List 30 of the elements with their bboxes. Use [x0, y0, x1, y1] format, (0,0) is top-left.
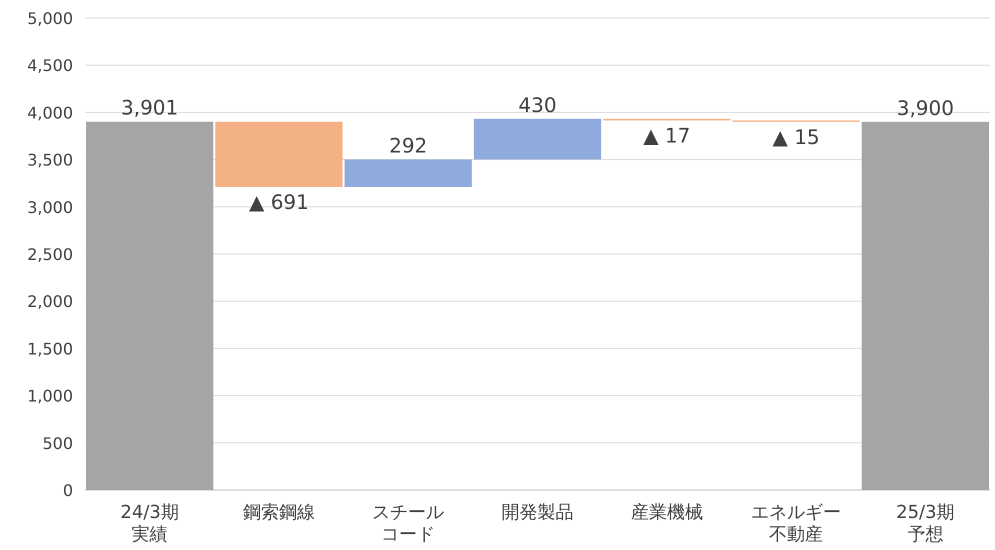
data-label: 3,900 [896, 96, 954, 120]
y-tick-label: 500 [42, 434, 73, 453]
bar [862, 122, 989, 490]
x-tick-label: 開発製品 [502, 502, 574, 523]
y-tick-label: 3,500 [27, 150, 73, 170]
bar [474, 118, 602, 160]
x-tick-label: 鋼索鋼線 [242, 502, 315, 523]
y-tick-label: 1,000 [27, 386, 73, 406]
y-tick-label: 5,000 [27, 9, 73, 28]
bar [344, 159, 472, 187]
data-label: ▲ 15 [772, 124, 820, 149]
y-tick-label: 4,000 [27, 103, 73, 122]
x-tick-label: 産業機械 [630, 502, 703, 523]
data-label: ▲ 691 [248, 190, 309, 214]
bar [86, 122, 214, 490]
y-tick-label: 2,000 [27, 292, 73, 312]
y-tick-label: 4,500 [27, 56, 73, 76]
x-tick-label: 25/3期予想 [896, 502, 955, 545]
bar [215, 122, 343, 187]
data-label: ▲ 17 [643, 123, 690, 148]
data-label: 3,901 [121, 96, 178, 120]
x-tick-label: 24/3期実績 [120, 502, 179, 545]
y-tick-label: 1,500 [27, 339, 73, 358]
data-label: 292 [389, 133, 428, 158]
data-label: 430 [518, 92, 557, 117]
x-tick-label: スチールコード [372, 502, 444, 545]
y-tick-label: 3,000 [27, 198, 73, 217]
y-tick-label: 0 [62, 481, 73, 500]
x-tick-label: エネルギー不動産 [751, 502, 842, 545]
y-tick-label: 2,500 [27, 245, 73, 264]
